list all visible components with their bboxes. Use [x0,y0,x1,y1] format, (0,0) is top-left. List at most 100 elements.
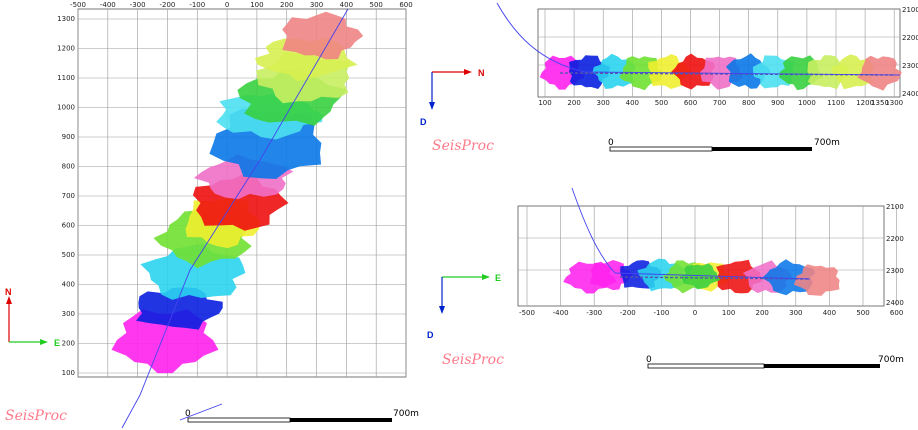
plan-monitor-well [179,403,223,421]
y-tick-label: 100 [62,369,75,377]
down-arrowhead-icon [429,102,435,110]
event-cloud [857,55,902,91]
x-tick-label: -500 [519,309,535,317]
y-tick-label: 200 [62,340,75,348]
side-top-depth-ticks: 2100 2200 2300 2400 [902,6,918,98]
y-tick-label: 1000 [57,104,75,112]
scale-start: 0 [646,355,652,365]
east-arrowhead-icon [482,274,490,280]
x-tick-label: 1000 [798,99,816,107]
x-tick-label: -400 [553,309,569,317]
side-top-wellbore [496,2,901,76]
depth-tick-label: 2400 [886,299,904,307]
depth-tick-label: 2300 [902,62,918,70]
side-bottom-depth-ticks: 2100 2200 2300 2400 [886,203,904,307]
x-tick-label: 600 [399,1,412,9]
event-cloud [793,264,840,296]
x-tick-label: 300 [310,1,323,9]
plan-scale-bar: 0 700m [185,409,419,423]
y-tick-label: 400 [62,281,75,289]
x-tick-label: 300 [597,99,610,107]
x-tick-label: 600 [684,99,697,107]
x-tick-label: 800 [742,99,755,107]
scale-white-segment [647,363,765,369]
scale-end: 700m [393,409,419,419]
x-tick-label: 0 [693,309,697,317]
side-view-top: 100 200 300 400 500 600 700 800 900 1000 1100 1200 1… [496,2,918,107]
depth-tick-label: 2300 [886,267,904,275]
x-tick-label: 1100 [827,99,845,107]
y-tick-label: 600 [62,222,75,230]
scale-black-segment [290,418,392,422]
x-tick-label: 500 [856,309,869,317]
plan-wellbore [121,8,349,429]
x-tick-label: -300 [586,309,602,317]
x-tick-label: 400 [340,1,353,9]
side-top-compass: N D [420,68,485,127]
scale-black-segment [764,364,880,368]
x-tick-label: -200 [160,1,176,9]
east-label: E [495,273,501,283]
side-bottom-scale-bar: 0 700m [646,355,904,369]
north-label: N [478,68,485,78]
x-tick-label: 1300 [885,99,903,107]
y-tick-label: 1200 [57,45,75,53]
side-bottom-event-clouds [563,258,840,296]
x-tick-label: 200 [756,309,769,317]
scale-start: 0 [185,409,191,419]
east-label: E [54,338,60,348]
scale-white-segment [609,146,713,152]
depth-tick-label: 2200 [902,34,918,42]
watermark-bottom-right: SeisProc [442,352,504,368]
event-cloud [681,263,721,290]
side-bottom-compass: E D [427,273,501,340]
scale-end: 700m [878,355,904,365]
watermark-left: SeisProc [5,408,67,424]
y-tick-label: 300 [62,310,75,318]
x-tick-label: 100 [538,99,551,107]
x-tick-label: 700 [713,99,726,107]
x-tick-label: 100 [250,1,263,9]
side-bottom-wellbore [571,187,811,280]
x-tick-label: 900 [771,99,784,107]
x-tick-label: -100 [653,309,669,317]
north-label: N [5,287,12,297]
x-tick-label: 1350 [871,99,889,107]
side-bottom-x-ticks: -500 -400 -300 -200 -100 0 100 200 300 400 500 600 [519,309,903,317]
y-tick-label: 800 [62,163,75,171]
perforation-points [619,276,811,280]
x-tick-label: 500 [369,1,382,9]
down-label: D [420,117,427,127]
side-top-x-ticks: 100 200 300 400 500 600 700 800 900 1000 1100 1200 1… [538,99,903,107]
y-tick-label: 900 [62,133,75,141]
x-tick-label: 500 [655,99,668,107]
x-tick-label: 0 [225,1,229,9]
x-tick-label: -500 [70,1,86,9]
perforation-points [559,72,896,76]
y-tick-label: 500 [62,251,75,259]
north-arrowhead-icon [464,69,472,75]
event-cloud [282,11,364,60]
x-tick-label: -100 [189,1,205,9]
depth-tick-label: 2400 [902,90,918,98]
plan-view: -500 -400 -300 -200 -100 0 100 200 300 400 500 600 … [57,1,413,429]
x-tick-label: -200 [620,309,636,317]
y-tick-label: 1100 [57,74,75,82]
plan-event-clouds [111,11,364,374]
x-tick-label: 200 [280,1,293,9]
x-tick-label: 400 [626,99,639,107]
scale-white-segment [187,417,291,423]
x-tick-label: 600 [890,309,903,317]
x-tick-label: 400 [823,309,836,317]
north-arrowhead-icon [6,296,12,304]
x-tick-label: 1200 [856,99,874,107]
side-view-bottom: -500 -400 -300 -200 -100 0 100 200 300 400 500 600 … [517,187,904,317]
x-tick-label: 100 [722,309,735,317]
y-tick-label: 1300 [57,15,75,23]
plan-x-ticks: -500 -400 -300 -200 -100 0 100 200 300 400 500 600 [70,1,413,9]
depth-tick-label: 2100 [886,203,904,211]
east-arrowhead-icon [40,339,48,345]
depth-tick-label: 2100 [902,6,918,14]
scale-end: 700m [814,138,840,148]
